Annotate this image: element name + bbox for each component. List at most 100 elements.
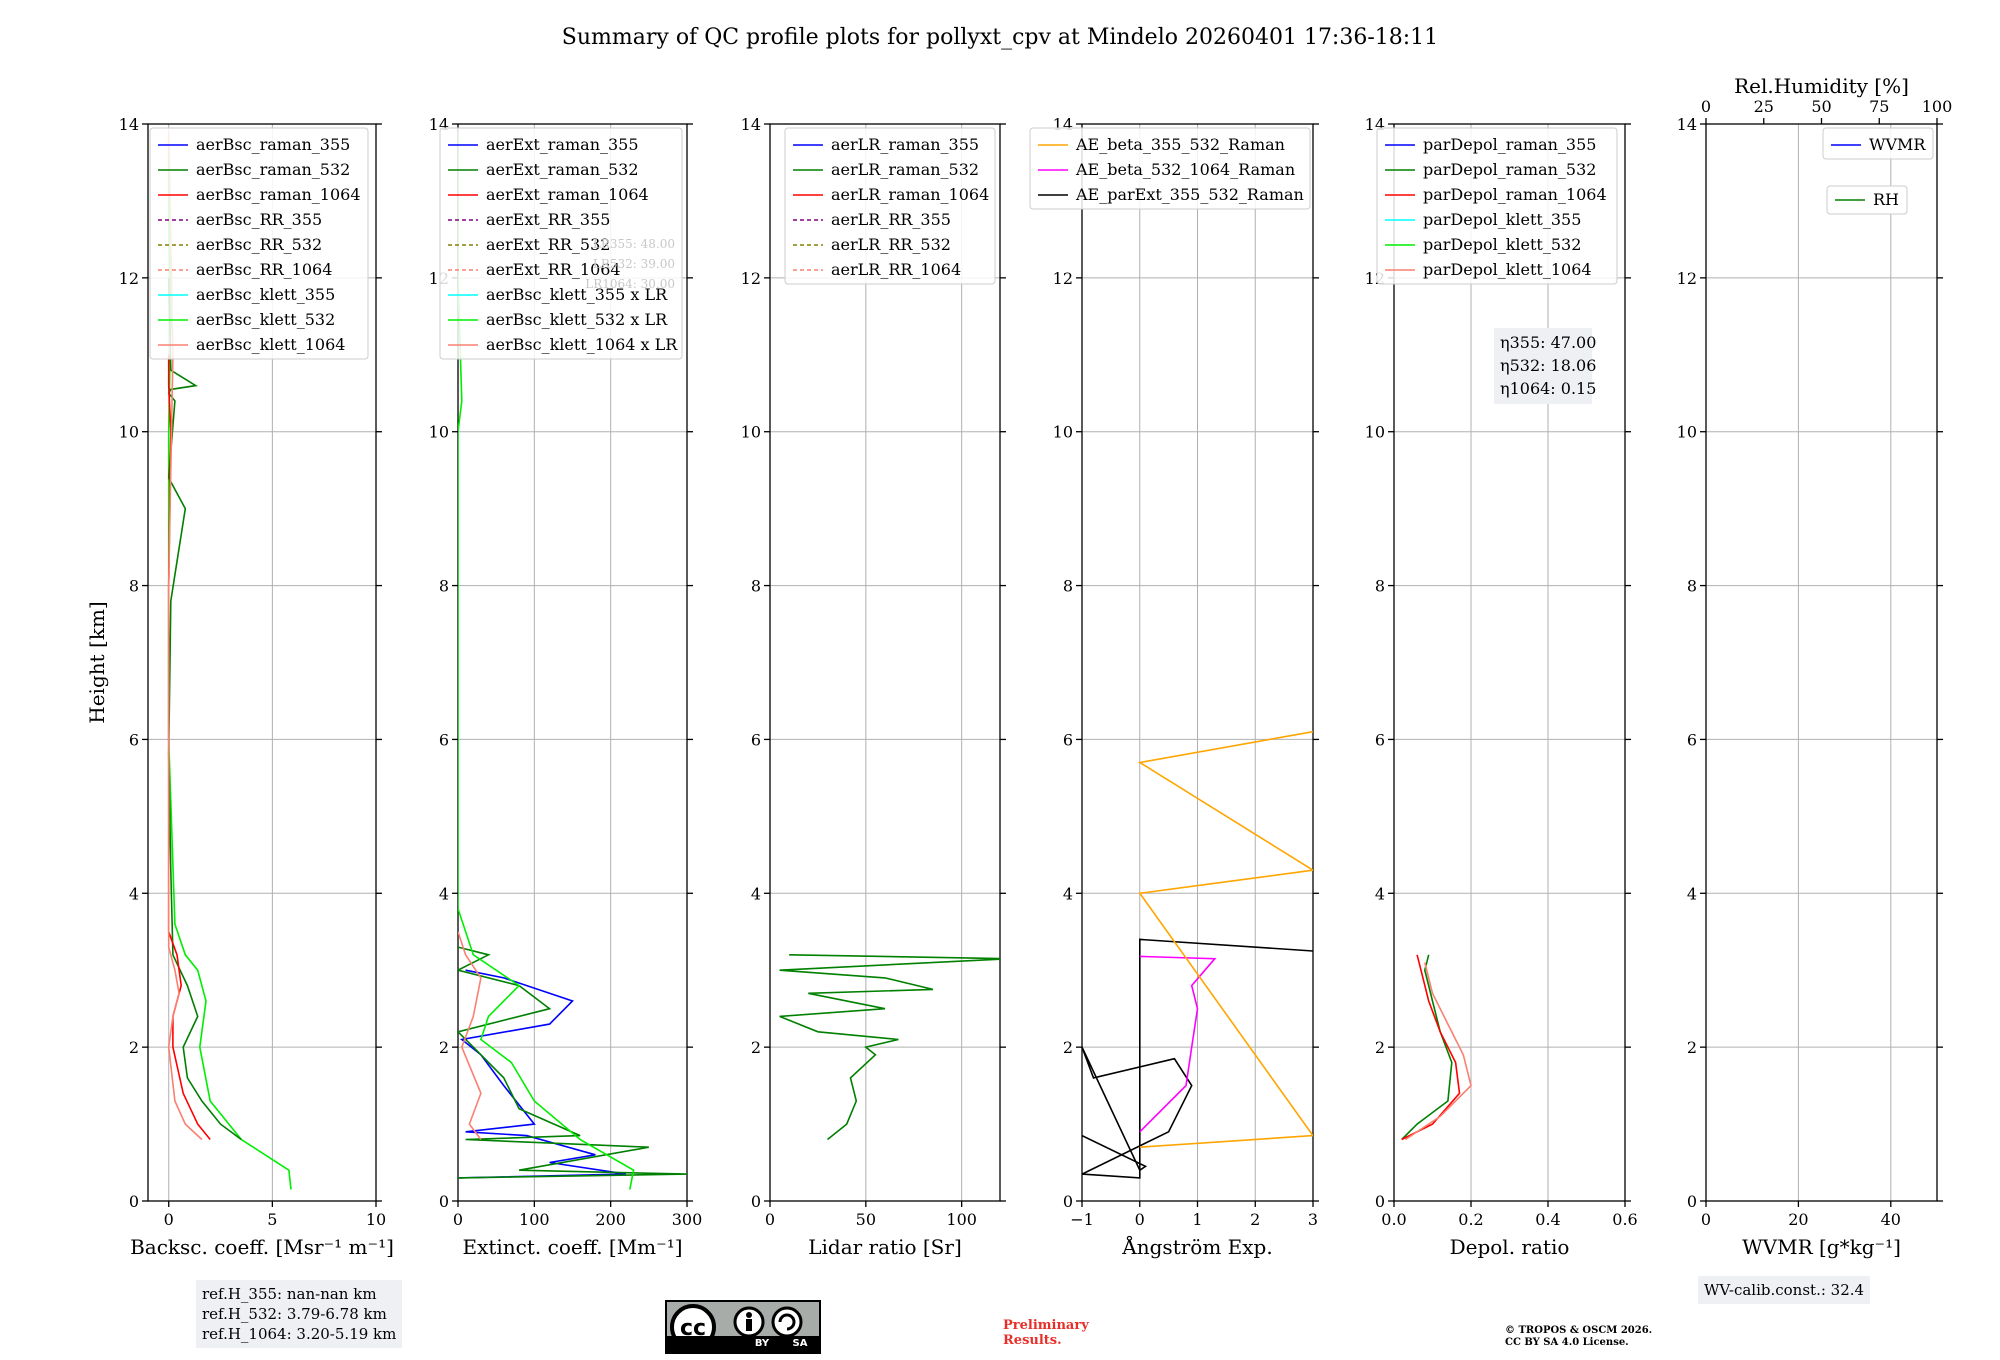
x-axis-label: Ångström Exp. [1121,1234,1272,1259]
y-tick-label: 0 [129,1192,139,1211]
x-tick-label: 0 [765,1210,775,1229]
axes-frame [1705,123,1938,1202]
cc-label-bar: BY SA [667,1336,819,1352]
cc-icon [670,1304,716,1336]
x-tick-label: 20 [1788,1210,1808,1229]
cc-license-badge: cc BY SA [665,1300,821,1354]
x-tick-label: 5 [267,1210,277,1229]
top-x-tick-label: 75 [1869,97,1889,116]
series-line [1137,730,1313,1148]
by-icon-body [746,1319,752,1331]
top-x-tick-label: 25 [1754,97,1774,116]
x-axis-label: WVMR [g*kg⁻¹] [1742,1235,1901,1259]
y-tick-label: 0 [1687,1192,1697,1211]
y-tick-label: 8 [439,577,449,596]
legend-label: parDepol_klett_355 [1423,210,1581,229]
ref-height-box: ref.H_355: nan-nan km ref.H_532: 3.79-6.… [196,1280,403,1348]
eta-annotation: η355: 47.00 [1500,333,1596,352]
axes-frame [769,123,1001,1202]
legend-box-rh [1826,185,1908,215]
x-tick-label: 50 [856,1210,876,1229]
y-tick-label: 0 [439,1192,449,1211]
lidar-ratio-annotation: LR355: 48.00 [593,237,675,251]
series-line [458,131,635,1190]
x-tick-label: 100 [946,1210,977,1229]
y-tick-label: 14 [741,115,761,134]
legend-label: aerBsc_klett_1064 x LR [486,335,678,354]
top-x-axis-label: Rel.Humidity [%] [1734,74,1909,98]
legend-label: parDepol_klett_532 [1423,235,1581,254]
legend-label: aerLR_raman_1064 [831,185,989,204]
series-line [1082,938,1313,1179]
y-tick-label: 0 [1063,1192,1073,1211]
legend-label: aerBsc_RR_1064 [196,260,332,279]
y-tick-label: 4 [439,884,449,903]
legend-box [784,127,996,285]
lidar-ratio-annotation: LR532: 39.00 [593,257,675,271]
legend-label: WVMR [1869,135,1926,154]
legend-label: aerExt_raman_355 [486,135,639,154]
x-axis-label: Extinct. coeff. [Mm⁻¹] [462,1235,682,1259]
wv-calib-box: WV-calib.const.: 32.4 [1698,1276,1871,1304]
ref-height-1064: ref.H_1064: 3.20-5.19 km [202,1325,397,1343]
x-tick-label: 0.4 [1535,1210,1560,1229]
y-tick-label: 4 [751,884,761,903]
legend-label: aerLR_raman_532 [831,160,979,179]
y-tick-label: 0 [1375,1192,1385,1211]
y-tick-label: 4 [1063,884,1073,903]
y-tick-label: 8 [1375,577,1385,596]
legend-label: parDepol_raman_1064 [1423,185,1607,204]
copyright-line-1: © TROPOS & OSCM 2026. [1505,1325,1653,1336]
cc-by-label: BY [754,1338,770,1349]
preliminary-line-2: Results. [1003,1333,1062,1348]
y-tick-label: 10 [741,423,761,442]
x-tick-label: 40 [1881,1210,1901,1229]
legend-label: aerBsc_raman_1064 [196,185,361,204]
top-x-tick-label: 0 [1701,97,1711,116]
legend-label: aerBsc_klett_1064 [196,335,345,354]
legend-label: aerExt_raman_532 [486,160,639,179]
y-tick-label: 2 [129,1038,139,1057]
by-icon-head [746,1312,752,1318]
legend-label: aerBsc_klett_355 x LR [486,285,668,304]
x-axis-label: Backsc. coeff. [Msr⁻¹ m⁻¹] [130,1235,394,1259]
eta-annotation: η1064: 0.15 [1500,379,1596,398]
y-tick-label: 10 [119,423,139,442]
x-tick-label: 3 [1308,1210,1318,1229]
y-tick-label: 4 [1687,884,1697,903]
legend-label: AE_beta_532_1064_Raman [1075,160,1295,179]
x-tick-label: 1 [1192,1210,1202,1229]
ref-height-532: ref.H_532: 3.79-6.78 km [202,1305,387,1323]
legend-label: aerBsc_klett_355 [196,285,335,304]
y-tick-label: 2 [439,1038,449,1057]
top-x-tick-label: 100 [1922,97,1953,116]
y-tick-label: 8 [751,577,761,596]
series-group [1401,954,1472,1141]
cc-icon-text: cc [680,1316,706,1336]
y-tick-label: 4 [1375,884,1385,903]
x-tick-label: 0.0 [1381,1210,1406,1229]
series-line [779,954,1000,1141]
y-tick-label: 4 [129,884,139,903]
legend-box [1376,127,1618,285]
legend-label: aerLR_RR_1064 [831,260,961,279]
y-tick-label: 14 [119,115,139,134]
x-tick-label: 0 [453,1210,463,1229]
legend-box [439,127,683,360]
x-axis-label: Depol. ratio [1450,1235,1570,1259]
wv-calib-text: WV-calib.const.: 32.4 [1704,1281,1865,1299]
preliminary-line-1: Preliminary [1003,1318,1089,1333]
cc-sa-label: SA [792,1338,808,1349]
legend-box [149,127,369,360]
cc-icons: cc [670,1304,803,1336]
y-tick-label: 12 [741,269,761,288]
figure-title: Summary of QC profile plots for pollyxt_… [562,25,1438,50]
legend-label: aerBsc_RR_355 [196,210,322,229]
y-tick-label: 8 [1687,577,1697,596]
ref-height-355: ref.H_355: nan-nan km [202,1285,377,1303]
top-x-tick-label: 50 [1811,97,1831,116]
legend-label: aerBsc_raman_355 [196,135,350,154]
